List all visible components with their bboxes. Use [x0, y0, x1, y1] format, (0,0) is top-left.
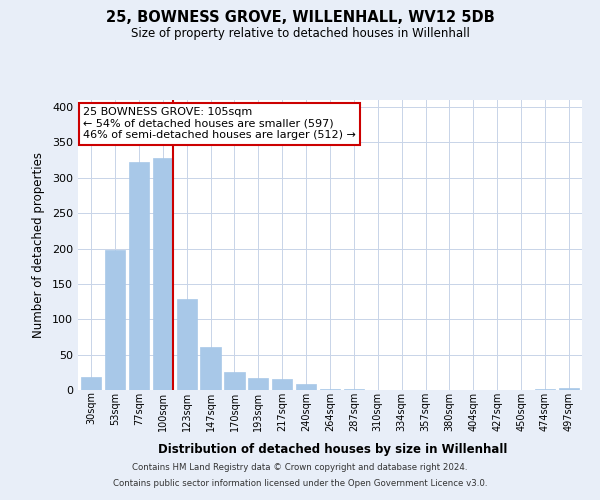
Text: Size of property relative to detached houses in Willenhall: Size of property relative to detached ho… [131, 28, 469, 40]
Bar [105, 250, 125, 390]
Bar [200, 347, 221, 390]
Text: 25, BOWNESS GROVE, WILLENHALL, WV12 5DB: 25, BOWNESS GROVE, WILLENHALL, WV12 5DB [106, 10, 494, 25]
Bar [81, 376, 101, 390]
Text: Contains HM Land Registry data © Crown copyright and database right 2024.: Contains HM Land Registry data © Crown c… [132, 464, 468, 472]
Bar [248, 378, 268, 390]
Text: Contains public sector information licensed under the Open Government Licence v3: Contains public sector information licen… [113, 478, 487, 488]
Bar [535, 388, 555, 390]
Bar [224, 372, 245, 390]
Bar [320, 388, 340, 390]
Bar [559, 388, 579, 390]
Bar [176, 299, 197, 390]
Y-axis label: Number of detached properties: Number of detached properties [32, 152, 45, 338]
Text: 25 BOWNESS GROVE: 105sqm
← 54% of detached houses are smaller (597)
46% of semi-: 25 BOWNESS GROVE: 105sqm ← 54% of detach… [83, 108, 356, 140]
Text: Distribution of detached houses by size in Willenhall: Distribution of detached houses by size … [158, 442, 508, 456]
Bar [152, 158, 173, 390]
Bar [296, 384, 316, 390]
Bar [129, 162, 149, 390]
Bar [272, 380, 292, 390]
